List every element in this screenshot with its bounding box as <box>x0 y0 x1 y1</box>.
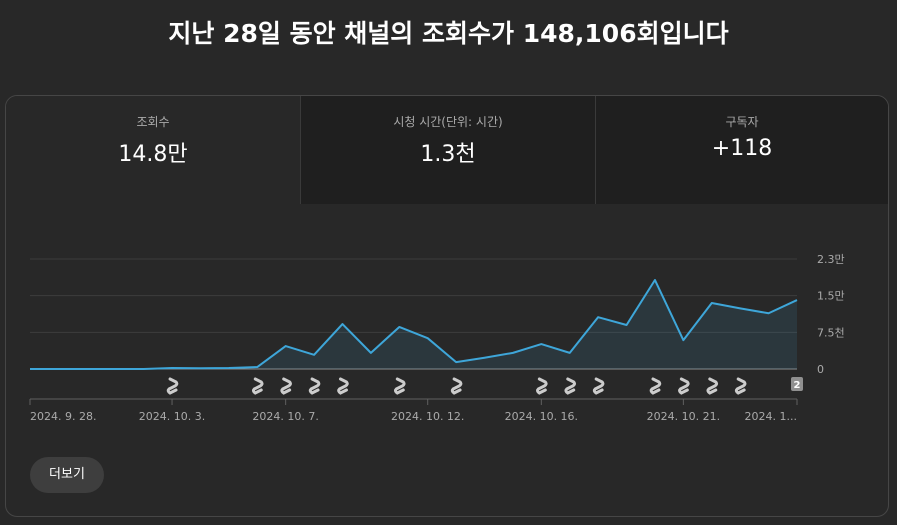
shorts-icon-shape <box>166 377 179 395</box>
shorts-icon-shape <box>649 377 662 395</box>
tab-value: 14.8만 <box>118 142 188 167</box>
shorts-icon <box>564 377 577 395</box>
shorts-icon-shape <box>706 377 719 395</box>
tab-views[interactable]: 조회수 14.8만 <box>6 96 300 204</box>
x-tick-label: 2024. 10. 3. <box>139 410 205 423</box>
shorts-icon <box>251 377 264 395</box>
shorts-icon <box>450 377 463 395</box>
tab-watch-time[interactable]: 시청 시간(단위: 시간) 1.3천 <box>300 96 595 204</box>
y-tick-label: 2.3만 <box>817 253 845 266</box>
shorts-icon <box>536 377 548 395</box>
tab-value: +118 <box>711 136 773 161</box>
shorts-icon <box>166 377 179 395</box>
shorts-badge: 2 <box>794 380 801 391</box>
x-tick-label: 2024. 10. 12. <box>391 410 464 423</box>
shorts-icon-shape <box>592 377 605 395</box>
shorts-icon-shape <box>734 377 747 395</box>
y-tick-label: 0 <box>817 363 824 376</box>
y-tick-label: 1.5만 <box>817 290 845 303</box>
shorts-icon <box>280 377 292 395</box>
analytics-card: 조회수 14.8만 시청 시간(단위: 시간) 1.3천 구독자 +118 0 7… <box>5 95 889 517</box>
shorts-badge-bg <box>791 377 803 391</box>
tab-label: 시청 시간(단위: 시간) <box>393 115 503 129</box>
x-tick-label: 2024. 10. 21. <box>647 410 720 423</box>
line <box>30 279 798 370</box>
x-tick-label: 2024. 10. 16. <box>505 410 578 423</box>
shorts-icon-shape <box>678 377 690 395</box>
tab-label: 조회수 <box>136 115 170 129</box>
shorts-icon <box>734 377 747 395</box>
x-tick-label: 2024. 1... <box>745 410 797 423</box>
x-tick-label: 2024. 9. 28. <box>30 410 96 423</box>
shorts-icon <box>308 377 321 395</box>
shorts-icon <box>649 377 662 395</box>
shorts-icon <box>394 377 406 395</box>
shorts-icon-shape <box>450 377 463 395</box>
shorts-icon <box>592 377 605 395</box>
shorts-icon-shape <box>564 377 577 395</box>
shorts-icon-shape <box>394 377 406 395</box>
shorts-icon-shape <box>337 377 349 395</box>
area <box>30 280 797 369</box>
x-tick-label: 2024. 10. 7. <box>252 410 318 423</box>
shorts-icon <box>678 377 690 395</box>
shorts-icon <box>337 377 349 395</box>
chart: 0 7.5천 1.5만 2.3만 2 2024. 9. 28. 2024. 10. 3. 20… <box>29 253 845 423</box>
more-button[interactable]: 더보기 <box>30 457 104 493</box>
tab-value: 1.3천 <box>420 142 476 167</box>
shorts-icon-shape <box>280 377 292 395</box>
shorts-icon-shape <box>308 377 321 395</box>
shorts-icon-shape <box>536 377 548 395</box>
shorts-icon-shape <box>251 377 264 395</box>
page-title: 지난 28일 동안 채널의 조회수가 148,106회입니다 <box>168 19 729 48</box>
tab-label: 구독자 <box>725 115 759 129</box>
tab-subscribers[interactable]: 구독자 +118 <box>595 96 888 204</box>
y-tick-label: 7.5천 <box>817 325 845 339</box>
shorts-icon <box>706 377 719 395</box>
